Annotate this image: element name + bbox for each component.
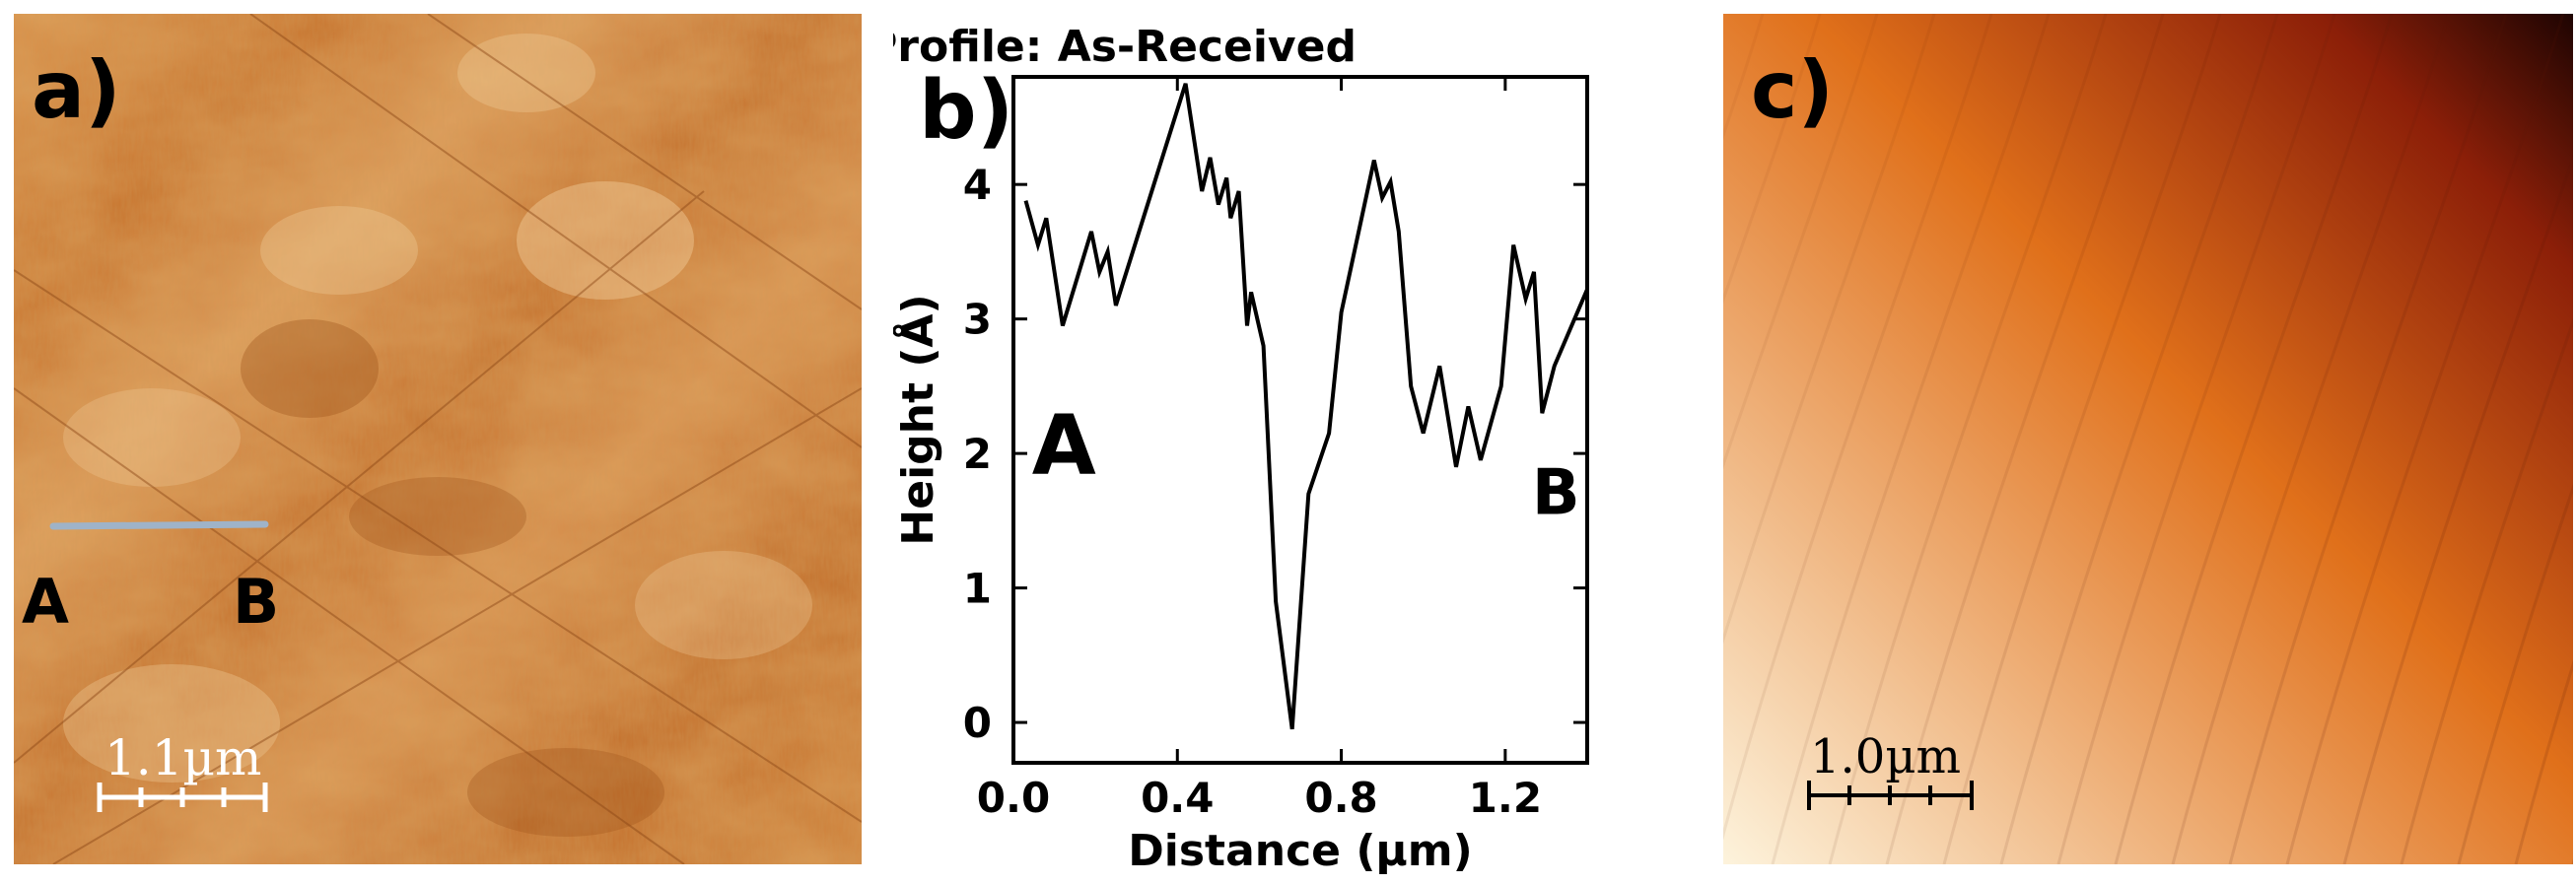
scalebar-a-label: 1.1µm <box>104 729 261 786</box>
afm-image-as-received: a) A B 1.1µm <box>13 13 863 865</box>
profile-point-b-label: B <box>233 566 279 638</box>
height-profile-chart: b) Profile: As-Received 0.0 0.4 0.8 1.2 0 1 2 3… <box>866 22 1589 876</box>
x-tick-label: 0.4 <box>1141 774 1214 822</box>
profile-point-a-label: A <box>22 566 69 638</box>
contour-band <box>1723 14 1936 645</box>
panel-a-label: a) <box>32 44 121 136</box>
chart-title: Profile: As-Received <box>893 22 1357 72</box>
contour-band <box>1723 14 1879 470</box>
profile-annotation-b: B <box>1532 457 1580 530</box>
panel-b-label: b) <box>919 64 1013 158</box>
y-tick-label: 4 <box>963 161 992 209</box>
contour-band <box>2171 14 2451 864</box>
x-tick-label: 0.8 <box>1304 774 1377 822</box>
contour-band <box>1942 14 2222 864</box>
afm-tilt-gradient <box>1723 14 2573 864</box>
afm-image-tilted: c) 1.0µm <box>1723 14 2573 864</box>
profile-annotation-a: A <box>1032 397 1096 494</box>
contour-band <box>2114 14 2394 864</box>
x-axis-label: Distance (µm) <box>1128 826 1473 876</box>
y-tick-label: 0 <box>963 699 992 747</box>
scalebar-c-label: 1.0µm <box>1810 729 1961 784</box>
contour-band <box>2514 659 2573 864</box>
panel-c-label: c) <box>1751 44 1834 136</box>
y-axis-label: Height (Å) <box>893 294 943 545</box>
contour-band <box>2400 317 2573 864</box>
contour-band <box>1723 14 1993 841</box>
contour-band <box>2342 154 2573 864</box>
contour-band <box>1885 14 2165 864</box>
contour-bands <box>1723 14 2573 864</box>
contour-band <box>1999 14 2279 864</box>
panel-b: b) Profile: As-Received 0.0 0.4 0.8 1.2 0 1 2 3… <box>866 0 1682 881</box>
panel-a: a) A B 1.1µm <box>13 13 863 865</box>
contour-band <box>2457 483 2573 864</box>
contour-band <box>1771 14 2051 864</box>
contour-band <box>2056 14 2336 864</box>
plot-frame <box>1011 75 1589 765</box>
y-tick-label: 1 <box>963 565 992 613</box>
contour-band <box>2228 14 2508 864</box>
scalebar-c <box>1807 781 1974 810</box>
x-tick-label: 1.2 <box>1469 774 1542 822</box>
y-tick-label: 2 <box>963 430 992 478</box>
panel-c: c) 1.0µm <box>1723 14 2573 864</box>
contour-band <box>1723 14 1822 305</box>
x-tick-label: 0.0 <box>977 774 1050 822</box>
contour-band <box>1828 14 2108 864</box>
surface-scratches <box>13 13 863 865</box>
y-tick-label: 3 <box>963 296 992 344</box>
scalebar-a <box>97 783 268 812</box>
profile-line-series <box>1023 83 1589 730</box>
contour-band <box>1723 14 1765 140</box>
profile-line <box>49 520 269 530</box>
contour-band <box>2285 14 2565 864</box>
